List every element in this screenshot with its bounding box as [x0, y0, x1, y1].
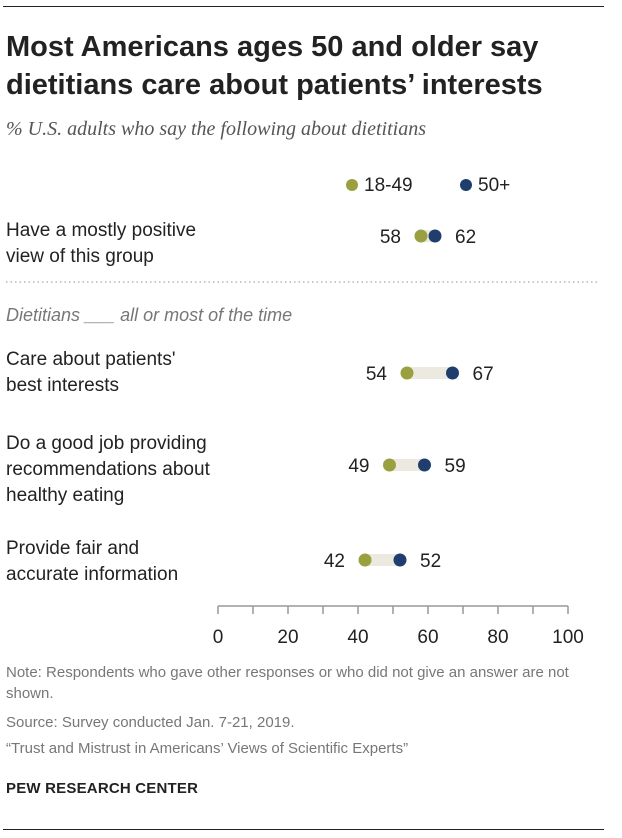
- chart-subtitle: % U.S. adults who say the following abou…: [6, 118, 426, 140]
- dot-50-plus: [446, 366, 459, 380]
- x-tick-label: 0: [213, 627, 224, 648]
- top-rule: [3, 6, 604, 7]
- source-text: Source: Survey conducted Jan. 7-21, 2019…: [6, 714, 295, 731]
- report-title: “Trust and Mistrust in Americans’ Views …: [6, 740, 409, 757]
- category-label: Provide fair and: [6, 538, 139, 559]
- category-label: healthy eating: [6, 485, 124, 506]
- data-label-18-49: 42: [324, 551, 345, 572]
- data-label-50-plus: 67: [473, 364, 494, 385]
- x-tick-label: 60: [417, 627, 438, 648]
- data-label-50-plus: 62: [455, 227, 476, 248]
- bottom-rule: [3, 829, 604, 830]
- data-label-18-49: 54: [366, 364, 388, 385]
- legend-label-18-49: 18-49: [364, 175, 413, 196]
- dot-50-plus: [428, 229, 442, 243]
- dot-18-49: [358, 553, 372, 567]
- x-tick-label: 40: [347, 627, 368, 648]
- legend-dot-18-49: [346, 179, 358, 191]
- data-label-50-plus: 52: [420, 551, 441, 572]
- category-label: Have a mostly positive: [6, 220, 196, 241]
- chart-title: Most Americans ages 50 and older say die…: [6, 31, 543, 101]
- pew-research-center-logo-text: PEW RESEARCH CENTER: [6, 780, 199, 797]
- dot-50-plus: [418, 458, 431, 472]
- category-label: Do a good job providing: [6, 433, 207, 454]
- data-label-18-49: 58: [380, 227, 401, 248]
- x-tick-label: 80: [487, 627, 508, 648]
- x-tick-label: 100: [552, 627, 584, 648]
- category-label: recommendations about: [6, 459, 211, 480]
- legend-dot-50-plus: [460, 179, 472, 191]
- note-text: Note: Respondents who gave other respons…: [6, 664, 569, 702]
- dot-plot-chart: 18-49 50+ Have a mostly positive view of th…: [6, 175, 600, 648]
- dot-18-49: [400, 366, 414, 380]
- section-label: Dietitians ___ all or most of the time: [6, 305, 292, 325]
- dot-18-49: [383, 458, 396, 472]
- category-label: accurate information: [6, 564, 178, 585]
- data-label-18-49: 49: [348, 456, 369, 477]
- category-label: Care about patients': [6, 349, 175, 370]
- legend-label-50-plus: 50+: [478, 175, 510, 196]
- category-label: view of this group: [6, 246, 154, 267]
- dot-50-plus: [393, 553, 407, 567]
- category-label: best interests: [6, 375, 119, 396]
- x-tick-label: 20: [277, 627, 298, 648]
- dot-18-49: [414, 229, 428, 243]
- data-label-50-plus: 59: [445, 456, 466, 477]
